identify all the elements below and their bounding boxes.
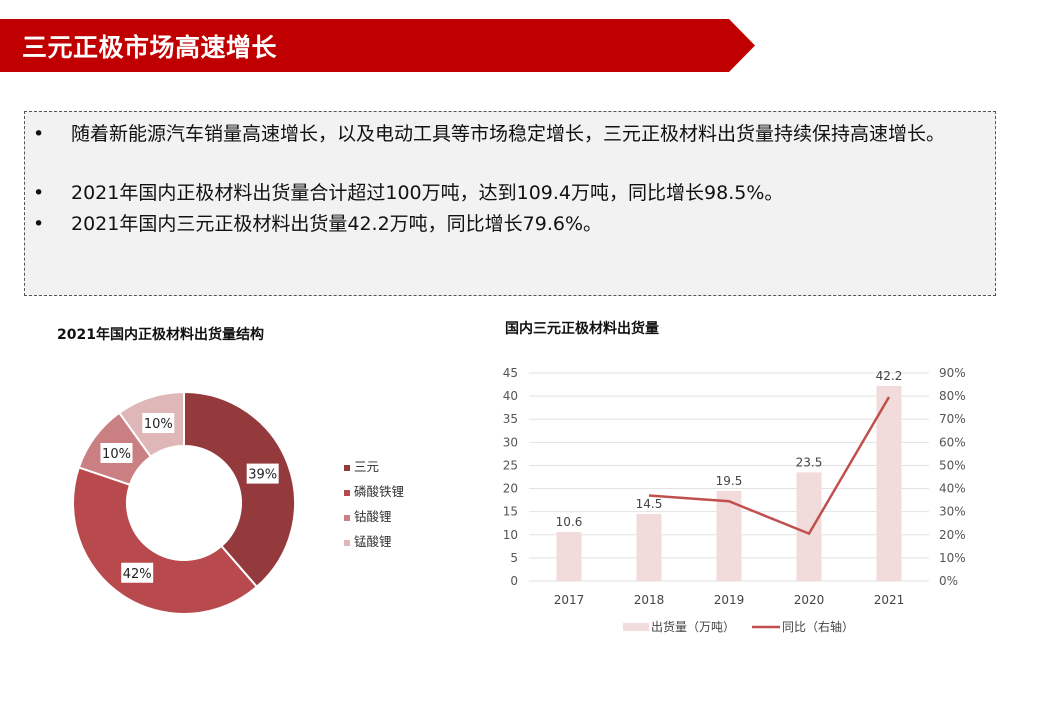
donut-label-box (246, 463, 279, 484)
y2-tick-label: 30% (939, 505, 966, 519)
y2-tick-label: 20% (939, 528, 966, 542)
y-tick-label: 30 (503, 435, 518, 449)
bar (556, 532, 582, 581)
donut-label-text: 39% (248, 468, 277, 483)
donut-label-box (100, 442, 133, 463)
bullet-item: • 2021年国内三元正极材料出货量42.2万吨，同比增长79.6%。 (33, 211, 983, 238)
x-tick-label: 2019 (714, 593, 745, 607)
legend-label-line: 同比（右轴） (782, 619, 854, 634)
legend-item: 磷酸铁锂 (344, 481, 404, 500)
bullet-marker: • (33, 123, 45, 145)
bar (876, 385, 902, 581)
title-banner: 三元正极市场高速增长 (0, 19, 755, 72)
y-tick-label: 10 (503, 528, 518, 542)
legend-label: 三元 (354, 459, 380, 474)
y2-tick-label: 80% (939, 389, 966, 403)
donut-data-label: 10% (142, 413, 175, 434)
bar-chart-title: 国内三元正极材料出货量 (505, 321, 659, 337)
page-title: 三元正极市场高速增长 (22, 33, 278, 62)
bar-data-label: 19.5 (716, 474, 743, 488)
x-tick-label: 2018 (634, 593, 665, 607)
bullet-text: 2021年国内三元正极材料出货量42.2万吨，同比增长79.6%。 (71, 213, 603, 235)
y-tick-label: 40 (503, 389, 518, 403)
bullet-marker: • (33, 213, 45, 235)
legend-swatch-bar (623, 623, 649, 631)
bullet-text: 随着新能源汽车销量高速增长，以及电动工具等市场稳定增长，三元正极材料出货量持续保… (71, 123, 946, 145)
legend-item: 锰酸锂 (344, 531, 392, 550)
y-tick-label: 20 (503, 482, 518, 496)
donut-slice (183, 390, 296, 589)
y-tick-label: 45 (503, 366, 518, 380)
x-tick-label: 2020 (794, 593, 825, 607)
yoy-line (648, 396, 891, 536)
donut-label-text: 10% (102, 447, 131, 462)
bar (796, 472, 822, 581)
bar-data-label: 14.5 (636, 497, 663, 511)
legend-swatch (344, 489, 350, 496)
y-tick-label: 15 (503, 505, 518, 519)
bar-data-label: 23.5 (796, 455, 823, 469)
donut-label-box (142, 413, 175, 434)
legend-item: 三元 (344, 456, 379, 475)
bullet-item: • 随着新能源汽车销量高速增长，以及电动工具等市场稳定增长，三元正极材料出货量持… (33, 121, 983, 148)
legend-label-bar: 出货量（万吨） (651, 619, 735, 634)
donut-label-text: 42% (123, 567, 152, 582)
donut-chart: 39% 42% 10% 10% (72, 390, 296, 615)
legend-swatch (344, 514, 350, 521)
donut-data-label: 42% (121, 562, 154, 583)
donut-label-text: 10% (144, 417, 173, 432)
x-tick-label: 2017 (554, 593, 585, 607)
y2-tick-label: 40% (939, 482, 966, 496)
donut-label-box (121, 562, 154, 583)
legend-item: 钴酸锂 (344, 506, 392, 525)
x-tick-label: 2021 (874, 593, 905, 607)
donut-data-label: 39% (246, 463, 279, 484)
bullet-item: • 2021年国内正极材料出货量合计超过100万吨，达到109.4万吨，同比增长… (33, 180, 983, 207)
y2-tick-label: 0% (939, 574, 958, 588)
bar-data-label: 42.2 (876, 369, 903, 383)
legend-label: 磷酸铁锂 (354, 484, 405, 499)
bar (636, 513, 662, 581)
donut-slice (72, 466, 259, 615)
legend-swatch (344, 539, 350, 546)
y2-tick-label: 10% (939, 551, 966, 565)
donut-data-label: 10% (100, 442, 133, 463)
legend-swatch (344, 464, 350, 471)
bar-line-chart: 0 5 10 15 20 25 30 35 40 45 0% 10% 20% 30% 40% 50% 60% 70… (503, 366, 966, 634)
y2-tick-label: 90% (939, 366, 966, 380)
y-tick-label: 0 (510, 574, 518, 588)
y2-tick-label: 50% (939, 458, 966, 472)
donut-chart-title: 2021年国内正极材料出货量结构 (57, 327, 264, 343)
y-tick-label: 35 (503, 412, 518, 426)
title-banner-shape (0, 19, 755, 72)
y-tick-label: 25 (503, 458, 518, 472)
legend-label: 锰酸锂 (354, 534, 392, 549)
y2-tick-label: 70% (939, 412, 966, 426)
bar-data-label: 10.6 (556, 515, 583, 529)
bullet-text: 2021年国内正极材料出货量合计超过100万吨，达到109.4万吨，同比增长98… (71, 182, 784, 204)
legend-label: 钴酸锂 (354, 509, 392, 524)
banner-arrow (0, 19, 755, 72)
y-tick-label: 5 (510, 551, 518, 565)
y2-tick-label: 60% (939, 435, 966, 449)
bullet-box: • 随着新能源汽车销量高速增长，以及电动工具等市场稳定增长，三元正极材料出货量持… (24, 111, 996, 296)
bullet-marker: • (33, 182, 45, 204)
